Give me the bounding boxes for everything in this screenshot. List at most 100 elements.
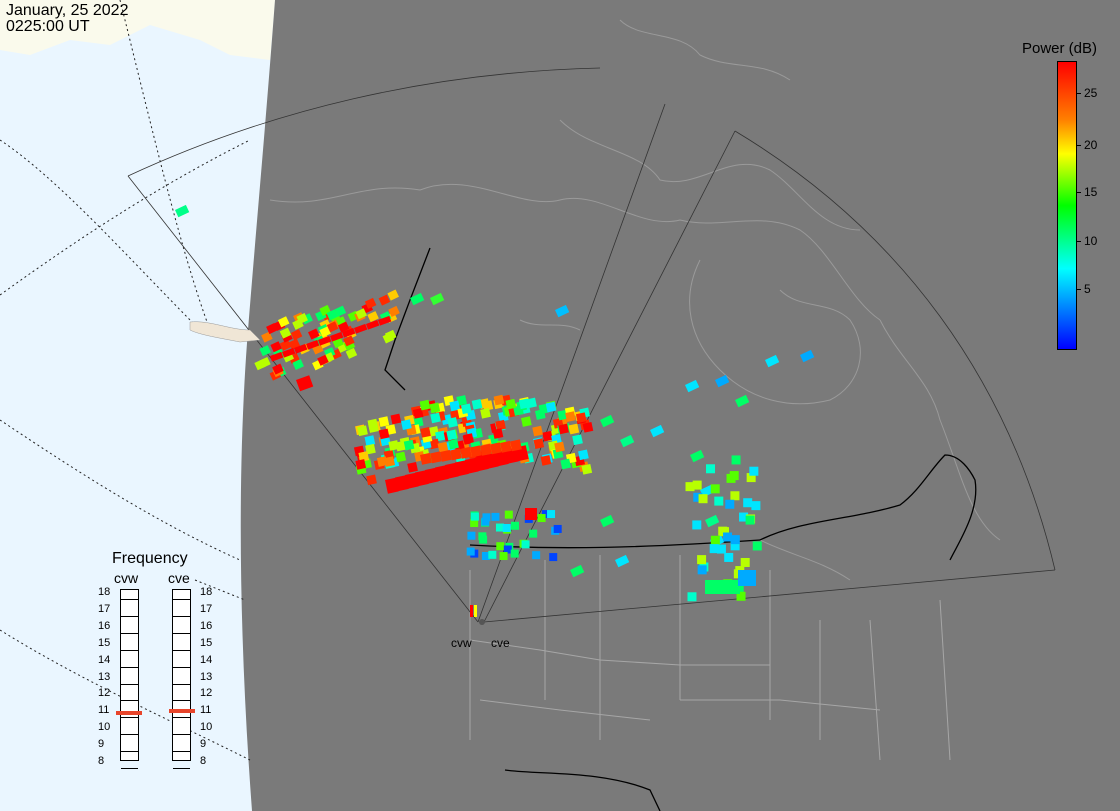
echo-cell (650, 424, 665, 438)
echo-cell (705, 580, 740, 594)
echo-cell (365, 443, 376, 455)
echo-cell (690, 449, 705, 463)
echo-cell (726, 473, 736, 483)
echo-cell (581, 463, 593, 475)
echo-cell (560, 458, 572, 470)
echo-cell (429, 438, 440, 450)
echo-cell (463, 433, 474, 444)
freq-grid-line (173, 666, 190, 668)
echo-cell (261, 331, 273, 343)
freq-number-left: 16 (98, 619, 111, 632)
time-label: 0225:00 UT (6, 18, 90, 35)
echo-cell (296, 375, 314, 392)
echo-cell (354, 323, 368, 334)
echo-cell (740, 557, 750, 567)
freq-grid-line (121, 666, 138, 668)
echo-cell (449, 400, 461, 412)
echo-cell (425, 467, 439, 484)
echo-cell (698, 494, 708, 504)
echo-cell (175, 204, 190, 218)
freq-number-left: 17 (98, 602, 111, 615)
echo-cell (378, 428, 390, 440)
echo-cell (749, 466, 759, 476)
freq-grid-line (121, 751, 138, 753)
echo-cell (490, 442, 502, 455)
echo-cell (752, 541, 762, 551)
freq-number-right: 13 (200, 670, 213, 683)
echo-cell (575, 412, 587, 424)
echo-cell (745, 515, 755, 525)
echo-cell (693, 492, 703, 502)
echo-cell (355, 308, 368, 320)
echo-cell (368, 422, 379, 433)
echo-cell (470, 519, 479, 528)
freq-number-left: 18 (98, 586, 111, 598)
echo-cell (401, 419, 412, 431)
freq-grid-line (173, 700, 190, 702)
echo-cell (572, 434, 583, 446)
echo-cell (272, 363, 284, 375)
echo-cell (385, 477, 399, 494)
power-tick-label: 20 (1084, 138, 1098, 152)
echo-cell (491, 512, 500, 521)
echo-cell (366, 319, 380, 330)
echo-cell (294, 343, 308, 354)
echo-cell (731, 455, 741, 465)
aleutian-island (189, 321, 261, 343)
echo-cell (687, 592, 697, 602)
echo-cell (355, 459, 367, 470)
echo-cell (738, 570, 756, 586)
echo-cell (364, 435, 376, 446)
echo-cell (412, 408, 424, 419)
echo-cell (326, 309, 339, 321)
echo-cell (459, 446, 472, 459)
echo-cell (736, 591, 746, 601)
echo-cell (578, 449, 589, 461)
echo-cell (430, 451, 442, 464)
echo-cell (730, 535, 740, 545)
power-tick-mark (1076, 289, 1081, 290)
echo-cell (714, 496, 724, 506)
echo-cell (488, 550, 497, 559)
echo-cell (510, 549, 519, 558)
power-tick-mark (1076, 192, 1081, 193)
freq-grid-line (173, 632, 190, 634)
freq-number-left: 13 (98, 670, 111, 683)
echo-cell (739, 512, 749, 522)
echo-cell (525, 508, 537, 520)
date-label: January, 25 2022 (6, 2, 129, 19)
freq-number-right: 12 (200, 687, 213, 700)
echo-cell (510, 521, 519, 530)
echo-cell (390, 413, 402, 425)
echo-cell (387, 289, 399, 301)
freq-grid-line (173, 615, 190, 617)
echo-cell (532, 551, 541, 560)
echo-cell (555, 304, 570, 318)
echo-cell (277, 316, 290, 328)
echo-cell (494, 450, 509, 467)
echo-cell (730, 491, 740, 501)
freq-number-right: 18 (200, 586, 213, 598)
echo-cell (715, 374, 730, 388)
echo-cell (505, 398, 517, 410)
echo-cell (499, 440, 512, 453)
echo-cell (549, 553, 558, 562)
echo-cell (542, 430, 553, 442)
echo-cell (429, 402, 441, 414)
freq-number-left: 10 (98, 721, 111, 734)
freq-grid-line (173, 734, 190, 736)
freq-number-right: 11 (200, 704, 212, 717)
echo-cell (337, 321, 350, 333)
freq-grid-line (173, 751, 190, 753)
echo-cell (306, 339, 320, 350)
echo-cell (382, 332, 395, 344)
echo-cell (723, 532, 733, 542)
echo-cell (308, 328, 320, 340)
echo-cell (697, 555, 707, 565)
echo-cell (600, 514, 615, 528)
echo-cell (334, 305, 347, 317)
site-marker (479, 619, 485, 625)
power-tick-mark (1076, 93, 1081, 94)
echo-cell (529, 529, 538, 538)
echo-cell (481, 551, 490, 560)
